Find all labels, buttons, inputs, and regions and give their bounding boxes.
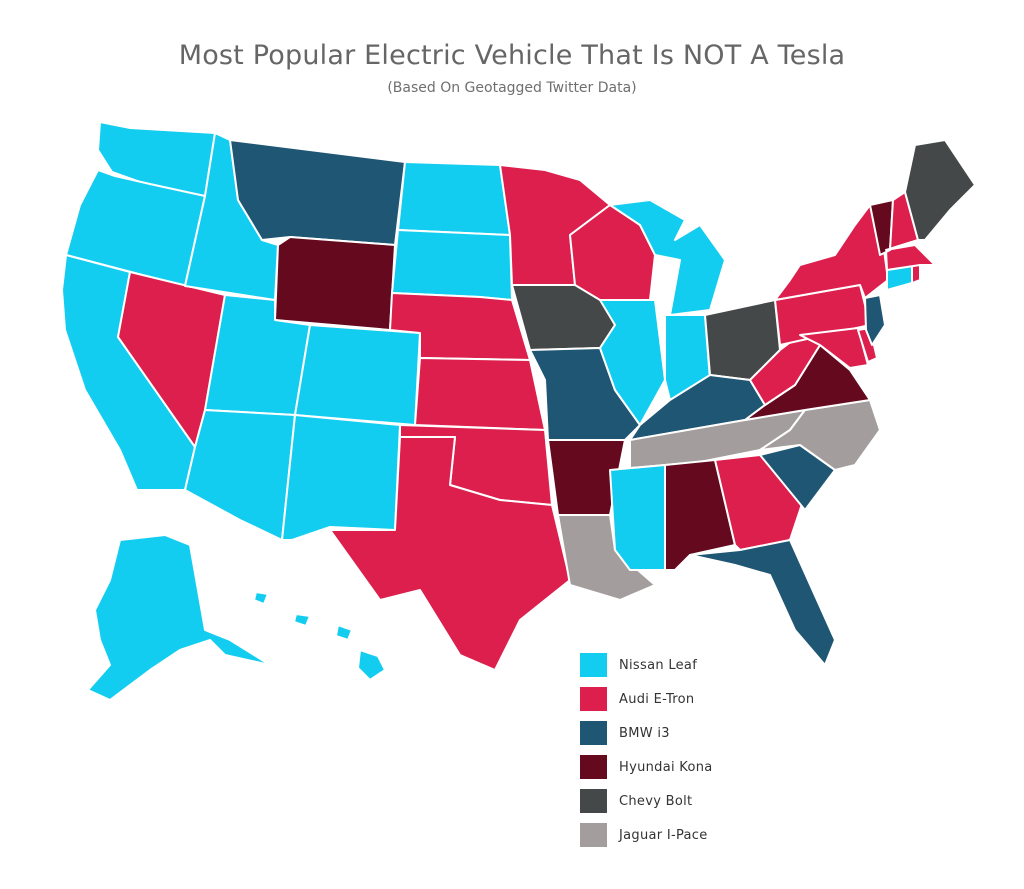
legend-swatch [580,653,607,677]
legend-label: Jaguar I-Pace [619,827,708,843]
legend-item: BMW i3 [580,716,713,750]
state-ks[interactable] [414,357,546,431]
state-tx[interactable] [329,436,571,671]
state-ms[interactable] [609,464,666,571]
state-nc[interactable] [759,399,881,471]
state-me[interactable] [904,139,976,241]
state-la[interactable] [557,514,656,601]
state-hi[interactable] [357,649,386,681]
state-ma[interactable] [885,244,936,271]
state-nm[interactable] [281,414,401,541]
map-title: Most Popular Electric Vehicle That Is NO… [178,40,846,71]
state-md[interactable] [799,327,869,369]
legend-swatch [580,755,607,779]
state-hi-maui[interactable] [335,624,353,641]
state-nd[interactable] [397,161,511,236]
legend-item: Jaguar I-Pace [580,818,713,852]
legend-label: Nissan Leaf [619,657,698,673]
map-subtitle: (Based On Geotagged Twitter Data) [387,80,637,96]
state-ny[interactable] [774,204,889,301]
legend-label: Audi E-Tron [619,691,695,707]
state-mt[interactable] [229,139,406,246]
legend-item: Nissan Leaf [580,648,713,682]
state-hi-kauai[interactable] [253,591,269,605]
state-mi[interactable] [609,199,726,316]
legend-swatch [580,823,607,847]
legend-swatch [580,687,607,711]
state-il[interactable] [599,299,666,426]
legend-label: Hyundai Kona [619,759,713,775]
legend-label: BMW i3 [619,725,670,741]
legend-swatch [580,721,607,745]
legend: Nissan Leaf Audi E-Tron BMW i3 Hyundai K… [580,648,713,852]
legend-swatch [580,789,607,813]
state-ak[interactable] [87,534,271,701]
legend-item: Audi E-Tron [580,682,713,716]
legend-item: Chevy Bolt [580,784,713,818]
state-hi-oahu[interactable] [293,613,311,627]
state-ri[interactable] [911,264,921,284]
state-az[interactable] [184,409,296,541]
legend-label: Chevy Bolt [619,793,693,809]
state-sd[interactable] [391,229,513,301]
legend-item: Hyundai Kona [580,750,713,784]
state-nh[interactable] [885,191,919,251]
state-co[interactable] [294,324,421,426]
state-wy[interactable] [274,236,396,331]
state-fl[interactable] [689,539,836,666]
state-nj[interactable] [864,294,886,346]
